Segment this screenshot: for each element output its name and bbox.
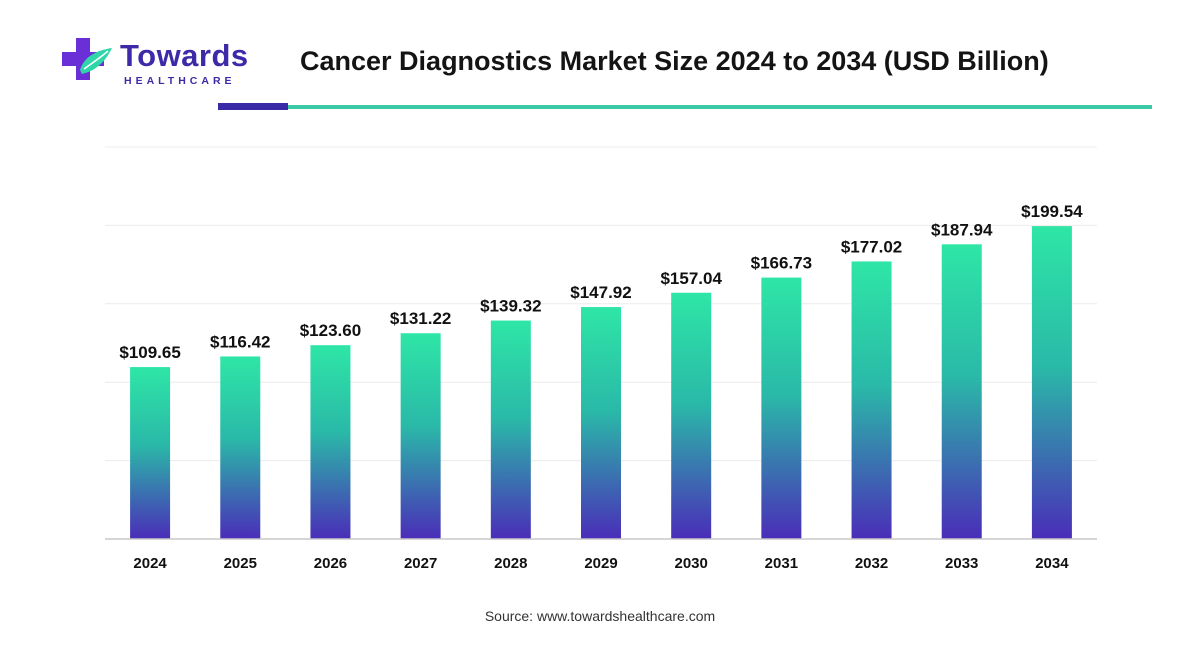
x-tick-label-2025: 2025 [224,555,257,572]
value-label-2034: $199.54 [1021,202,1083,221]
bar-2030 [671,292,712,539]
value-label-2027: $131.22 [390,309,451,328]
x-tick-label-2030: 2030 [674,555,707,572]
value-labels: $109.65 $116.42 $123.60 $131.22 $139.32 $147.… [119,202,1083,362]
bar-2026 [310,345,351,539]
bars [130,226,1072,540]
x-tick-label-2033: 2033 [945,555,978,572]
bar-2027 [400,333,441,539]
x-axis-labels: 2024 2025 2026 2027 2028 2029 2030 2031 2032 2033… [133,555,1069,572]
value-label-2031: $166.73 [751,254,812,273]
value-label-2028: $139.32 [480,297,541,316]
value-label-2032: $177.02 [841,237,902,256]
logo-wordmark: Towards [120,38,249,73]
value-label-2026: $123.60 [300,321,361,340]
x-tick-label-2028: 2028 [494,555,527,572]
bar-2034 [1031,226,1072,539]
x-tick-label-2024: 2024 [133,555,167,572]
x-tick-label-2034: 2034 [1035,555,1069,572]
bar-2025 [220,356,261,539]
x-tick-label-2029: 2029 [584,555,617,572]
bar-2028 [490,320,531,539]
bar-2032 [851,261,892,539]
source-note: Source: www.towardshealthcare.com [484,608,716,624]
value-label-2024: $109.65 [119,343,180,362]
x-tick-label-2026: 2026 [314,555,347,572]
x-tick-label-2031: 2031 [765,555,798,572]
bar-2029 [581,307,621,539]
towards-healthcare-logo: Towards HEALTHCARE [58,36,258,96]
value-label-2033: $187.94 [931,220,993,239]
x-tick-label-2027: 2027 [404,555,437,572]
value-label-2030: $157.04 [660,269,722,288]
page-title: Cancer Diagnostics Market Size 2024 to 2… [300,46,1049,76]
bar-2033 [941,244,982,540]
medical-cross-icon [62,38,112,80]
bar-2031 [761,277,802,539]
value-label-2025: $116.42 [210,332,271,351]
x-tick-label-2032: 2032 [855,555,888,572]
bar-2024 [130,367,171,539]
logo-tagline: HEALTHCARE [124,75,236,87]
value-label-2029: $147.92 [570,283,631,302]
